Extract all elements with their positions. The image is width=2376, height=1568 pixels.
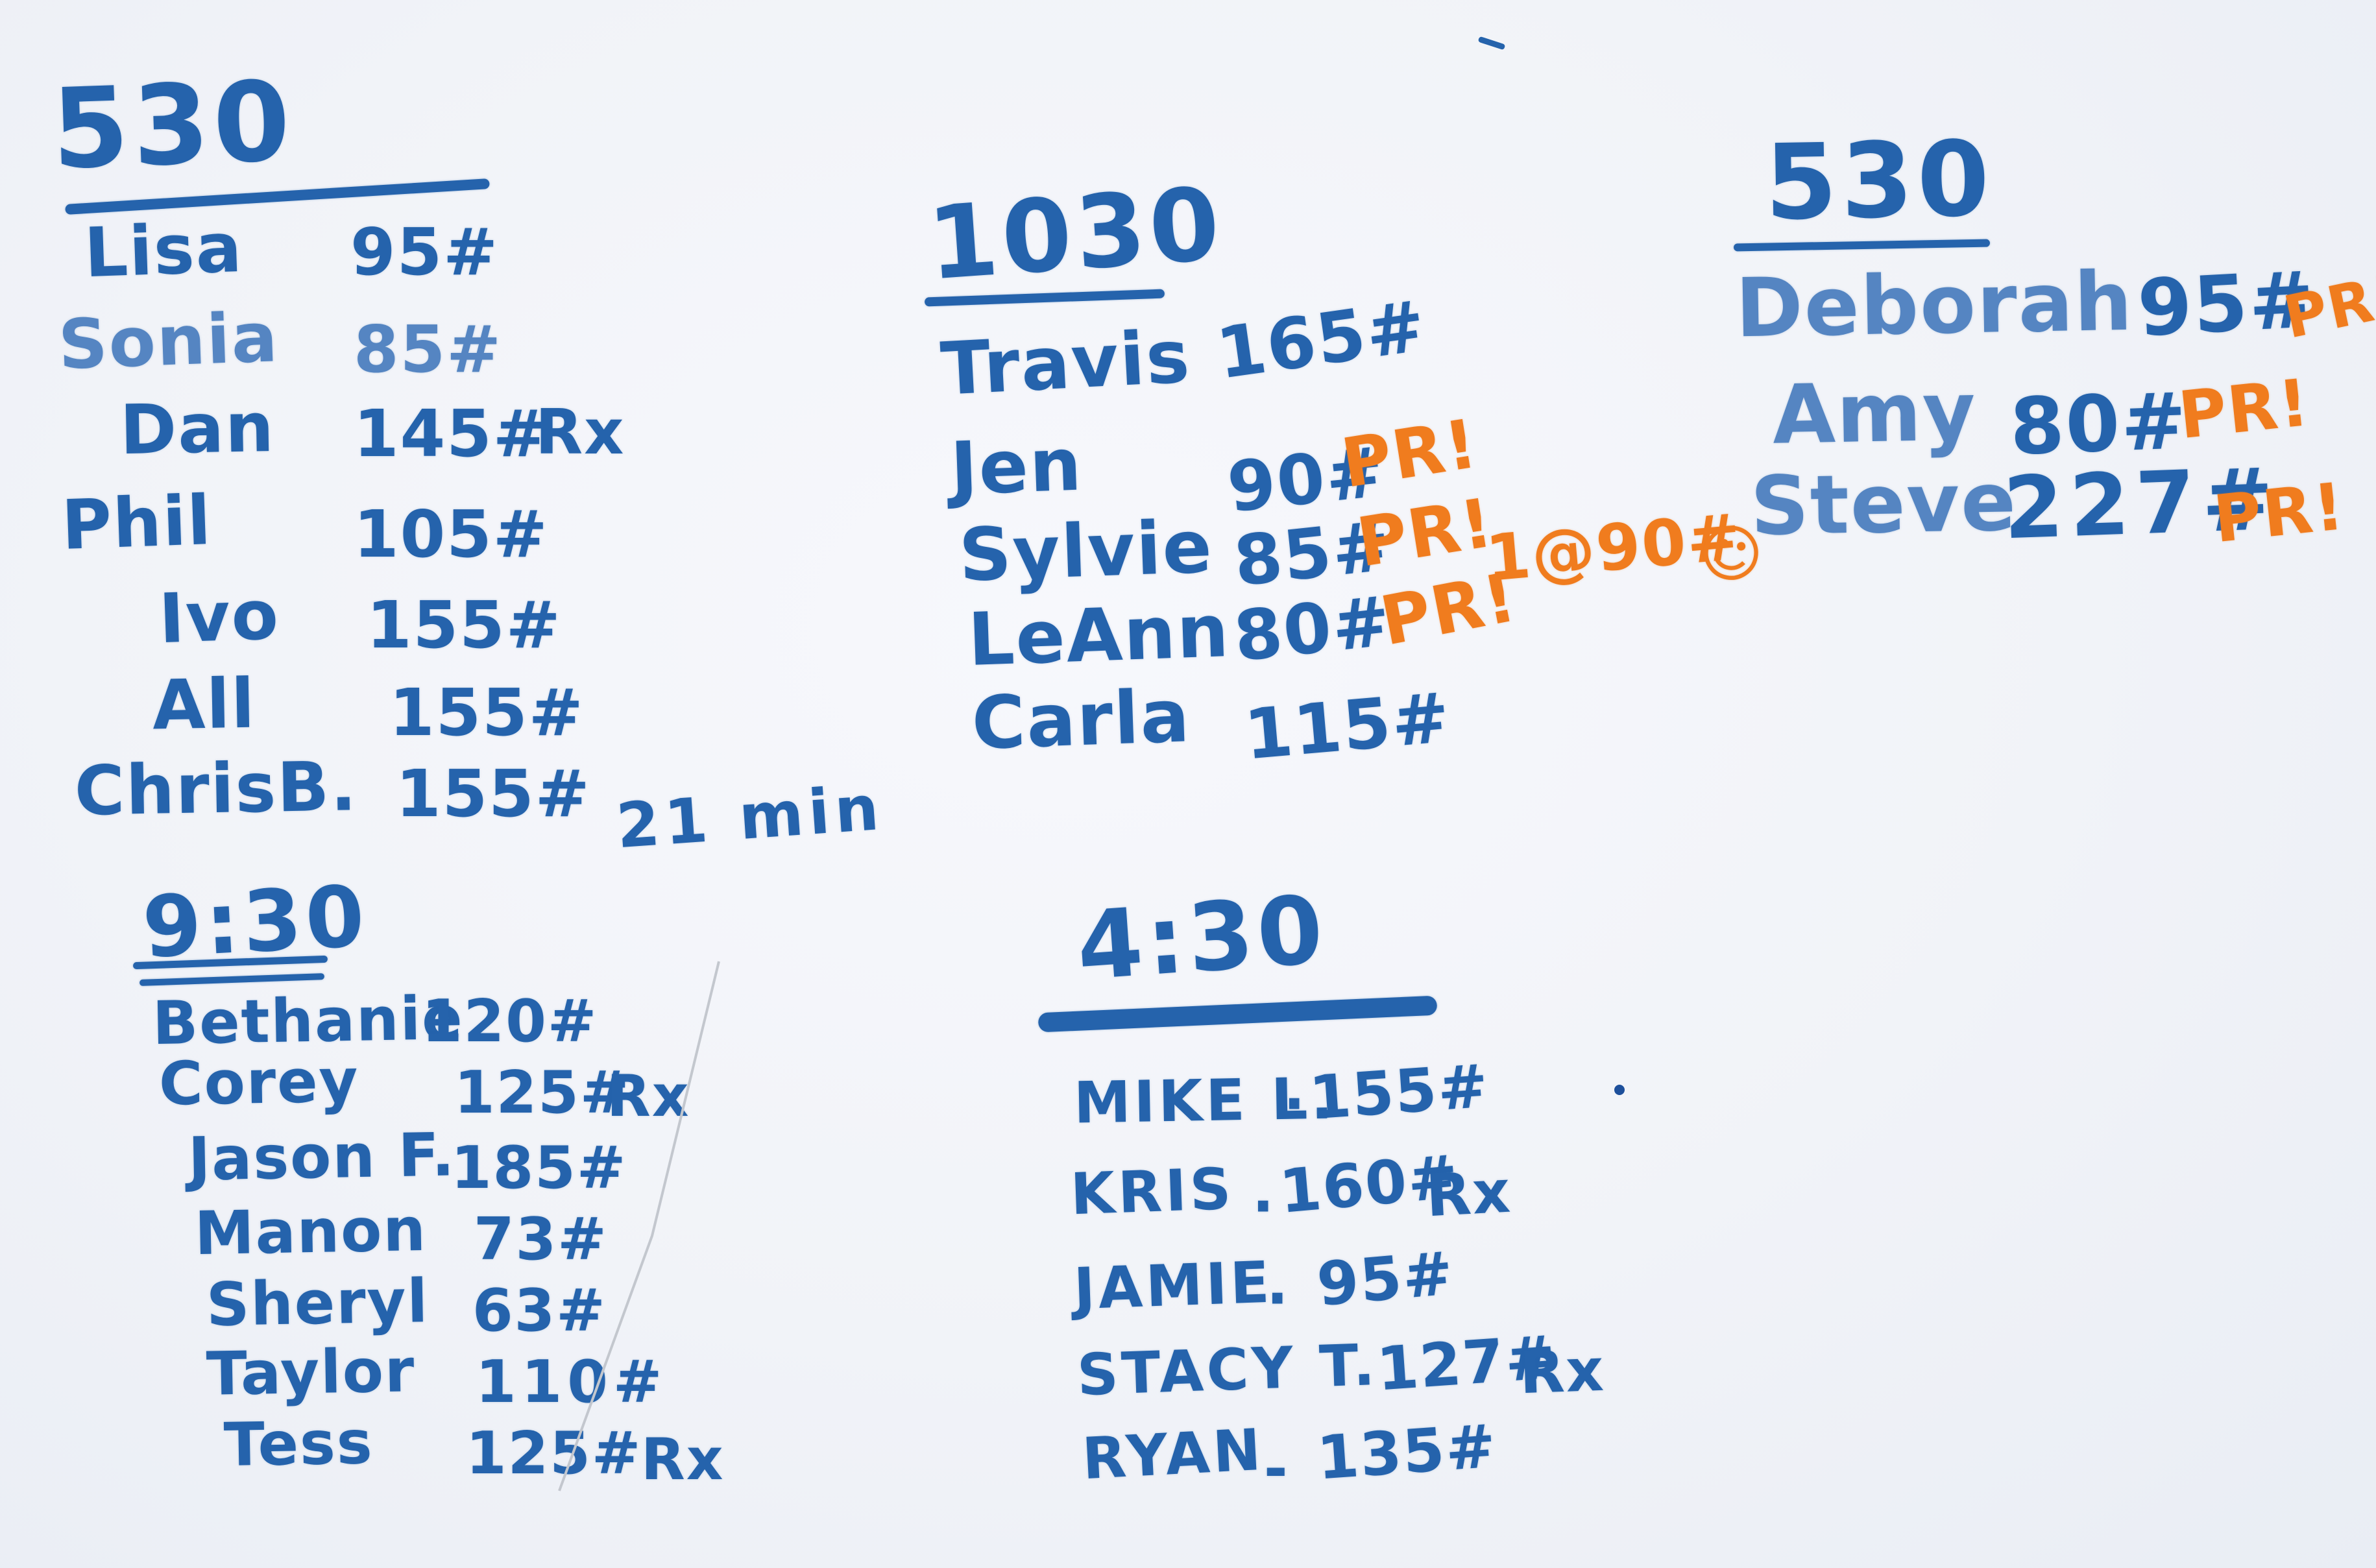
name-separator: ·	[1252, 1173, 1276, 1240]
athlete-name: KRIS	[1069, 1155, 1235, 1228]
athlete-weight: 120#	[422, 987, 598, 1055]
time-note: 21 min	[614, 772, 886, 863]
athlete-name: Jen	[949, 422, 1084, 512]
athlete-weight: 63#	[472, 1277, 607, 1345]
athlete-name: Carla	[970, 674, 1193, 766]
stray-mark	[1614, 1085, 1625, 1095]
header-underline	[1037, 995, 1438, 1033]
athlete-weight: 155#	[389, 675, 585, 751]
athlete-weight: 145#	[354, 396, 549, 472]
athlete-name: Lisa	[82, 208, 245, 293]
class-header: 4:30	[1073, 874, 1331, 1002]
athlete-weight: 185#	[451, 1134, 627, 1202]
athlete-name: Sylvie	[957, 505, 1215, 598]
class-header: 530	[49, 57, 297, 195]
rx-tag: Rx	[1518, 1336, 1606, 1408]
athlete-name: JAMIE	[1073, 1248, 1274, 1323]
athlete-name: Manon	[194, 1194, 428, 1269]
athlete-weight: 95#	[1314, 1238, 1457, 1320]
athlete-weight: 155#	[367, 587, 562, 663]
athlete-name: Dan	[119, 387, 276, 470]
athlete-name: STACY T.	[1076, 1331, 1379, 1409]
athlete-weight: 135#	[1315, 1411, 1499, 1493]
athlete-name: Taylor	[206, 1336, 417, 1409]
rx-tag: Rx	[1424, 1157, 1514, 1231]
athlete-weight: 105#	[354, 496, 549, 572]
athlete-weight: 95#	[350, 214, 499, 290]
athlete-name: Phil	[60, 480, 213, 566]
class-header: 1030	[924, 165, 1228, 303]
athlete-weight: 110#	[476, 1348, 668, 1416]
athlete-weight: 165#	[1211, 285, 1432, 395]
athlete-name: Tess	[223, 1407, 374, 1480]
athlete-name: Jason F.	[188, 1120, 456, 1194]
athlete-weight: 125#	[454, 1059, 631, 1127]
athlete-name: Sonia	[56, 298, 280, 385]
athlete-name: Amy	[1771, 365, 1978, 463]
athlete-name: LeAnn	[966, 588, 1231, 683]
athlete-name: Ivo	[157, 575, 281, 659]
athlete-name: ChrisB.	[73, 747, 359, 831]
pr-tag: PR!	[2210, 468, 2349, 558]
name-separator: ·	[1283, 1070, 1307, 1137]
rx-tag: Rx	[607, 1063, 690, 1129]
name-separator: -	[1264, 1435, 1289, 1502]
athlete-name: All	[151, 664, 257, 745]
athlete-weight: 155#	[1307, 1051, 1492, 1133]
athlete-name: Steve	[1749, 455, 2018, 554]
rx-tag: Rx	[641, 1426, 725, 1493]
pr-tag: PR!	[2175, 364, 2314, 454]
stray-mark	[1477, 36, 1506, 51]
athlete-name: Sheryl	[206, 1266, 430, 1340]
athlete-name: Deborah	[1734, 254, 2135, 356]
athlete-name: Travis	[938, 315, 1193, 412]
athlete-name: Corey	[158, 1046, 360, 1119]
athlete-name: RYAN	[1080, 1416, 1266, 1493]
athlete-weight: 73#	[474, 1205, 608, 1273]
rx-tag: Rx	[535, 397, 625, 468]
athlete-weight: 115#	[1241, 677, 1454, 775]
athlete-weight: 80#	[1230, 581, 1396, 677]
athlete-weight: 125#	[466, 1419, 642, 1488]
athlete-weight: 85#	[354, 311, 502, 387]
name-separator: ·	[1267, 1265, 1290, 1332]
class-header: 530	[1764, 117, 1994, 244]
athlete-weight: 155#	[396, 756, 591, 832]
